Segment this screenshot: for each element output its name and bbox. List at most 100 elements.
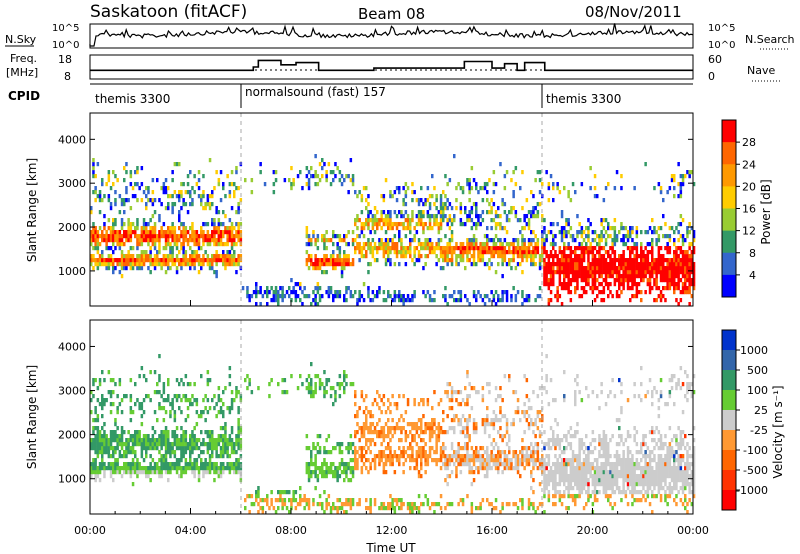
heatmap-cell [200, 374, 203, 379]
heatmap-cell [692, 230, 696, 235]
heatmap-cell [204, 258, 207, 263]
colorbar-swatch [722, 252, 736, 276]
heatmap-cell [145, 250, 148, 255]
heatmap-cell [206, 446, 210, 451]
heatmap-cell [543, 510, 546, 515]
heatmap-cell [477, 390, 480, 395]
heatmap-cell [255, 294, 258, 299]
heatmap-cell [684, 258, 687, 263]
heatmap-cell [668, 262, 672, 267]
heatmap-cell [488, 382, 491, 387]
heatmap-cell [125, 462, 128, 467]
heatmap-cell [415, 450, 419, 455]
heatmap-cell [543, 486, 546, 491]
heatmap-cell [481, 246, 485, 251]
heatmap-cell [294, 490, 298, 495]
heatmap-cell [435, 502, 438, 507]
heatmap-cell [565, 446, 568, 451]
heatmap-cell [378, 450, 381, 455]
heatmap-cell [131, 186, 135, 191]
heatmap-cell [457, 298, 460, 303]
heatmap-cell [512, 418, 515, 423]
heatmap-cell [149, 258, 152, 263]
heatmap-cell [354, 430, 357, 435]
heatmap-cell [404, 246, 408, 251]
heatmap-cell [294, 282, 298, 287]
heatmap-cell [527, 238, 531, 243]
heatmap-cell [312, 394, 315, 399]
heatmap-cell [109, 442, 113, 447]
heatmap-cell [129, 398, 133, 403]
heatmap-cell [466, 442, 469, 447]
heatmap-cell [549, 242, 553, 247]
heatmap-cell [439, 446, 443, 451]
heatmap-cell [402, 298, 405, 303]
heatmap-cell [549, 446, 553, 451]
heatmap-cell [114, 418, 117, 423]
heatmap-cell [662, 270, 665, 275]
heatmap-cell [230, 402, 234, 407]
heatmap-cell [677, 230, 680, 235]
heatmap-cell [204, 202, 207, 207]
heatmap-cell [428, 246, 432, 251]
heatmap-cell [307, 506, 311, 511]
heatmap-cell [125, 186, 128, 191]
heatmap-cell [105, 266, 108, 271]
heatmap-cell [387, 210, 390, 215]
heatmap-cell [367, 262, 370, 267]
heatmap-cell [600, 258, 603, 263]
heatmap-cell [347, 242, 350, 247]
heatmap-cell [164, 442, 168, 447]
heatmap-cell [189, 246, 192, 251]
heatmap-cell [461, 462, 465, 467]
heatmap-cell [567, 506, 570, 511]
heatmap-cell [226, 262, 229, 267]
heatmap-cell [398, 222, 401, 227]
heatmap-cell [536, 238, 540, 243]
heatmap-cell [162, 406, 166, 411]
heatmap-cell [554, 466, 557, 471]
heatmap-cell [191, 262, 194, 267]
heatmap-cell [464, 418, 467, 423]
heatmap-cell [644, 266, 647, 271]
heatmap-cell [582, 238, 586, 243]
heatmap-cell [189, 438, 192, 443]
heatmap-cell [635, 290, 639, 295]
heatmap-cell [162, 222, 166, 227]
heatmap-cell [629, 266, 632, 271]
heatmap-cell [582, 274, 586, 279]
heatmap-cell [475, 214, 478, 219]
heatmap-cell [136, 474, 139, 479]
heatmap-cell [354, 390, 357, 395]
heatmap-cell [215, 262, 218, 267]
heatmap-cell [131, 258, 135, 263]
heatmap-cell [545, 482, 548, 487]
heatmap-cell [118, 470, 122, 475]
heatmap-cell [404, 458, 408, 463]
heatmap-cell [360, 446, 364, 451]
y-tick-label: 1000 [58, 265, 86, 278]
heatmap-cell [266, 302, 269, 307]
heatmap-cell [101, 254, 104, 259]
heatmap-cell [409, 510, 412, 515]
heatmap-cell [461, 254, 465, 259]
heatmap-cell [321, 294, 324, 299]
heatmap-cell [569, 234, 573, 239]
heatmap-cell [598, 282, 601, 287]
heatmap-cell [525, 378, 529, 383]
heatmap-cell [189, 402, 192, 407]
heatmap-cell [285, 290, 289, 295]
heatmap-cell [675, 274, 678, 279]
heatmap-cell [433, 390, 436, 395]
heatmap-cell [371, 254, 375, 259]
heatmap-cell [180, 466, 183, 471]
heatmap-cell [162, 234, 166, 239]
cpid-label: CPID [8, 89, 40, 103]
heatmap-cell [618, 270, 621, 275]
heatmap-cell [644, 270, 647, 275]
heatmap-cell [329, 466, 333, 471]
heatmap-cell [644, 262, 647, 267]
heatmap-cell [406, 298, 410, 303]
heatmap-cell [202, 190, 205, 195]
